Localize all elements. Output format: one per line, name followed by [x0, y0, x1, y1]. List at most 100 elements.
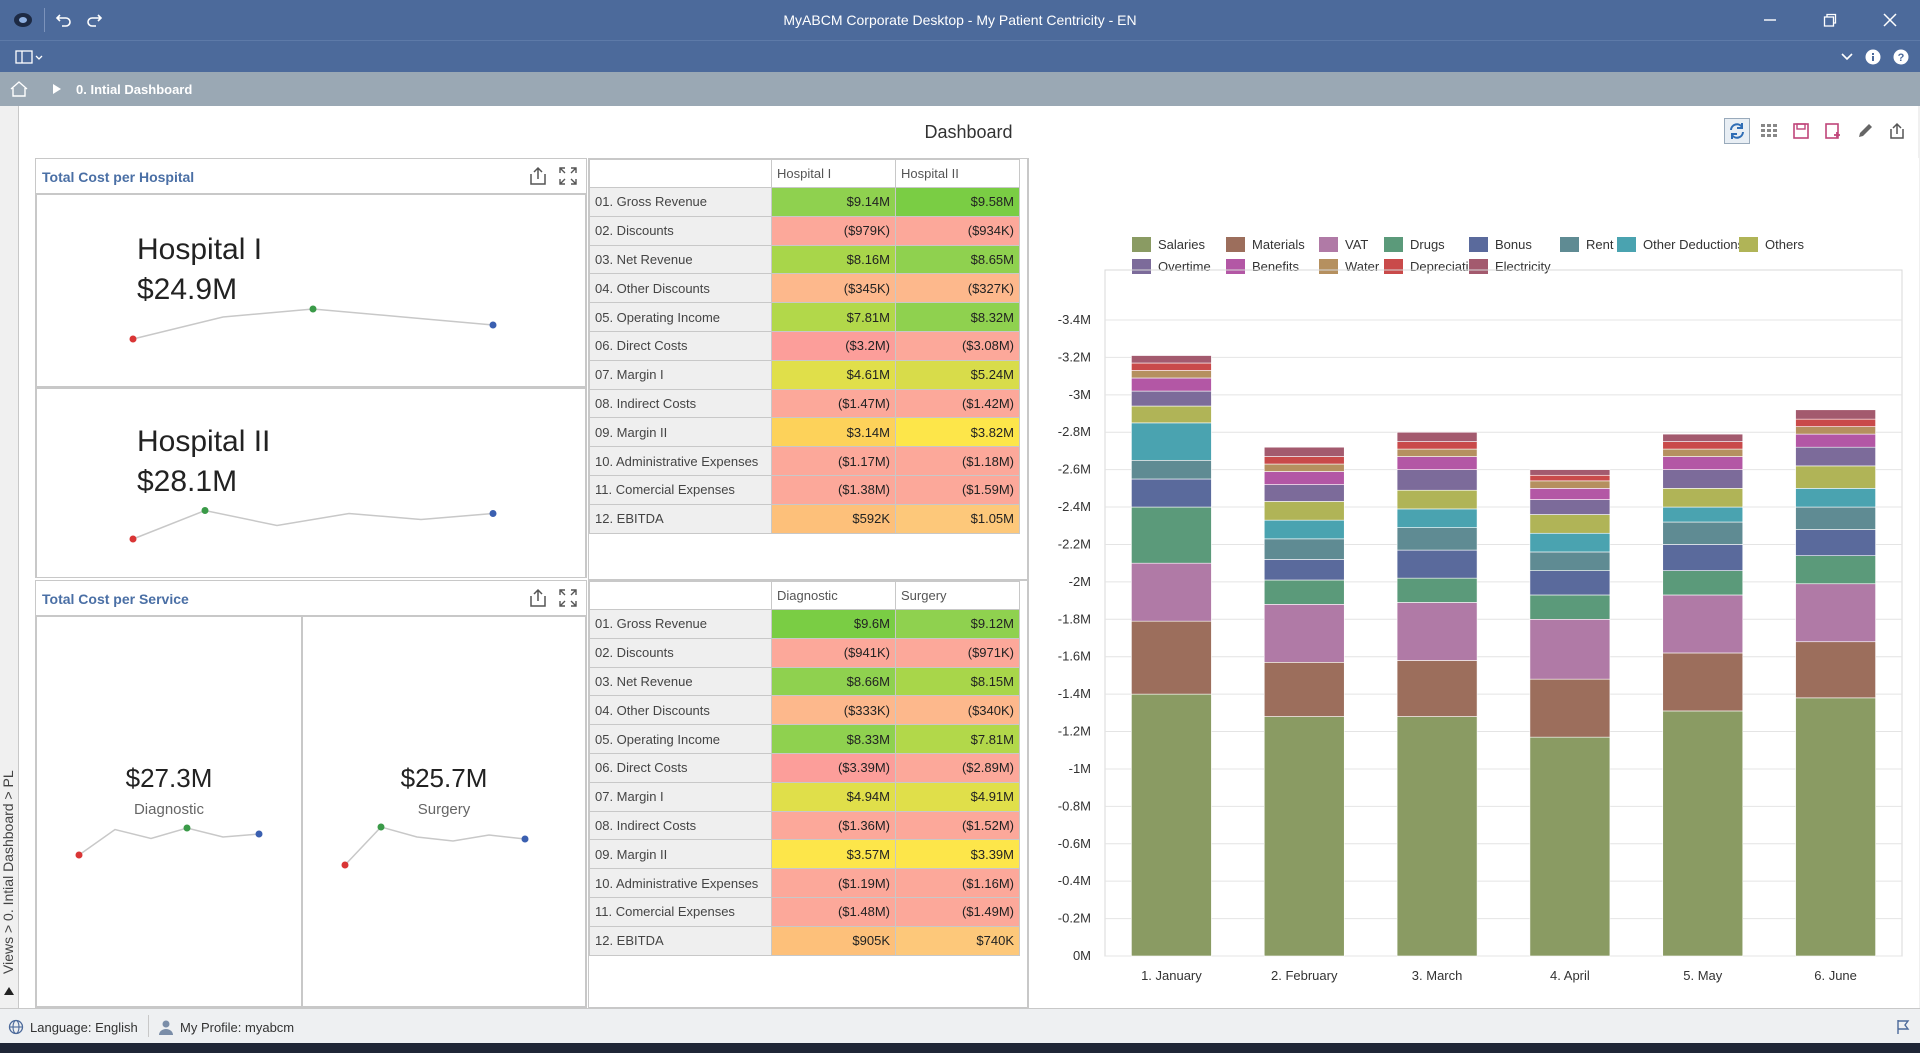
views-side-rail[interactable]: Views > 0. Intial Dashboard > PL	[0, 106, 18, 1008]
value-cell[interactable]: ($327K)	[895, 273, 1020, 304]
column-header[interactable]: Surgery	[895, 581, 1020, 610]
value-cell[interactable]: ($345K)	[771, 273, 896, 304]
info-button[interactable]	[1862, 46, 1884, 68]
collapse-up-icon[interactable]	[4, 986, 14, 996]
table-row[interactable]: 12. EBITDA $905K $740K	[589, 925, 1020, 956]
value-cell[interactable]: $9.12M	[895, 609, 1020, 639]
value-cell[interactable]: $7.81M	[771, 302, 896, 332]
undo-button[interactable]	[50, 6, 78, 34]
value-cell[interactable]: $9.6M	[771, 609, 896, 639]
grid-view-button[interactable]	[1756, 118, 1782, 144]
service-card[interactable]: $27.3M Diagnostic	[36, 615, 302, 1007]
maximize-icon[interactable]	[558, 588, 578, 608]
save-button[interactable]	[1788, 118, 1814, 144]
value-cell[interactable]: $3.82M	[895, 417, 1020, 448]
value-cell[interactable]: ($340K)	[895, 695, 1020, 726]
value-cell[interactable]: $8.15M	[895, 666, 1020, 697]
value-cell[interactable]: ($1.47M)	[771, 388, 896, 419]
table-row[interactable]: 06. Direct Costs ($3.39M) ($2.89M)	[589, 752, 1020, 783]
value-cell[interactable]: ($979K)	[771, 215, 896, 246]
table-row[interactable]: 12. EBITDA $592K $1.05M	[589, 503, 1020, 534]
table-row[interactable]: 10. Administrative Expenses ($1.19M) ($1.1…	[589, 868, 1020, 898]
value-cell[interactable]: ($971K)	[895, 637, 1020, 668]
breadcrumb-current[interactable]: 0. Intial Dashboard	[76, 82, 193, 97]
value-cell[interactable]: $4.61M	[771, 359, 896, 390]
value-cell[interactable]: $9.14M	[771, 187, 896, 217]
value-cell[interactable]: ($1.59M)	[895, 474, 1020, 505]
value-cell[interactable]: ($1.17M)	[771, 446, 896, 476]
table-row[interactable]: 02. Discounts ($941K) ($971K)	[589, 637, 1020, 668]
layout-menu-button[interactable]	[12, 46, 48, 68]
save-as-button[interactable]	[1820, 118, 1846, 144]
value-cell[interactable]: $3.57M	[771, 839, 896, 870]
profile-status[interactable]: My Profile: myabcm	[158, 1019, 294, 1035]
table-row[interactable]: 09. Margin II $3.14M $3.82M	[589, 417, 1020, 448]
edit-button[interactable]	[1852, 118, 1878, 144]
value-cell[interactable]: ($1.36M)	[771, 810, 896, 841]
export-icon[interactable]	[528, 588, 548, 608]
value-cell[interactable]: $8.32M	[895, 302, 1020, 332]
table-row[interactable]: 02. Discounts ($979K) ($934K)	[589, 215, 1020, 246]
collapse-ribbon-button[interactable]	[1836, 46, 1858, 68]
table-row[interactable]: 01. Gross Revenue $9.6M $9.12M	[589, 609, 1020, 639]
table-row[interactable]: 07. Margin I $4.61M $5.24M	[589, 359, 1020, 390]
table-row[interactable]: 03. Net Revenue $8.66M $8.15M	[589, 666, 1020, 697]
table-row[interactable]: 08. Indirect Costs ($1.47M) ($1.42M)	[589, 388, 1020, 419]
help-button[interactable]: ?	[1890, 46, 1912, 68]
value-cell[interactable]: ($1.52M)	[895, 810, 1020, 841]
value-cell[interactable]: ($3.2M)	[771, 330, 896, 361]
refresh-button[interactable]	[1724, 118, 1750, 144]
value-cell[interactable]: ($1.48M)	[771, 896, 896, 927]
value-cell[interactable]: $4.94M	[771, 781, 896, 812]
value-cell[interactable]: ($3.39M)	[771, 752, 896, 783]
value-cell[interactable]: ($941K)	[771, 637, 896, 668]
close-button[interactable]	[1872, 4, 1908, 36]
value-cell[interactable]: ($1.16M)	[895, 868, 1020, 898]
expand-arrow-icon[interactable]	[52, 83, 62, 95]
minimize-button[interactable]	[1752, 4, 1788, 36]
column-header[interactable]: Hospital I	[771, 159, 896, 188]
export-button[interactable]	[1884, 118, 1910, 144]
value-cell[interactable]: $3.14M	[771, 417, 896, 448]
hospital-card[interactable]: Hospital I $24.9M	[36, 193, 586, 387]
maximize-icon[interactable]	[558, 166, 578, 186]
table-row[interactable]: 11. Comercial Expenses ($1.38M) ($1.59M)	[589, 474, 1020, 505]
value-cell[interactable]: $8.65M	[895, 244, 1020, 275]
table-row[interactable]: 06. Direct Costs ($3.2M) ($3.08M)	[589, 330, 1020, 361]
value-cell[interactable]: $4.91M	[895, 781, 1020, 812]
value-cell[interactable]: $5.24M	[895, 359, 1020, 390]
value-cell[interactable]: $9.58M	[895, 187, 1020, 217]
value-cell[interactable]: $8.33M	[771, 724, 896, 754]
language-status[interactable]: Language: English	[8, 1019, 138, 1035]
service-card[interactable]: $25.7M Surgery	[302, 615, 586, 1007]
restore-button[interactable]	[1812, 4, 1848, 36]
value-cell[interactable]: $592K	[771, 503, 896, 534]
column-header[interactable]: Diagnostic	[771, 581, 896, 610]
value-cell[interactable]: ($2.89M)	[895, 752, 1020, 783]
flag-icon[interactable]	[1896, 1019, 1910, 1035]
home-icon[interactable]	[9, 80, 29, 98]
value-cell[interactable]: ($3.08M)	[895, 330, 1020, 361]
value-cell[interactable]: ($333K)	[771, 695, 896, 726]
redo-button[interactable]	[80, 6, 108, 34]
table-row[interactable]: 10. Administrative Expenses ($1.17M) ($1.1…	[589, 446, 1020, 476]
value-cell[interactable]: ($1.19M)	[771, 868, 896, 898]
value-cell[interactable]: $7.81M	[895, 724, 1020, 754]
hospital-card[interactable]: Hospital II $28.1M	[36, 387, 586, 578]
value-cell[interactable]: $905K	[771, 925, 896, 956]
table-row[interactable]: 05. Operating Income $8.33M $7.81M	[589, 724, 1020, 754]
value-cell[interactable]: ($1.38M)	[771, 474, 896, 505]
value-cell[interactable]: $8.66M	[771, 666, 896, 697]
value-cell[interactable]: ($1.18M)	[895, 446, 1020, 476]
export-icon[interactable]	[528, 166, 548, 186]
table-row[interactable]: 09. Margin II $3.57M $3.39M	[589, 839, 1020, 870]
value-cell[interactable]: $3.39M	[895, 839, 1020, 870]
table-row[interactable]: 08. Indirect Costs ($1.36M) ($1.52M)	[589, 810, 1020, 841]
table-row[interactable]: 11. Comercial Expenses ($1.48M) ($1.49M)	[589, 896, 1020, 927]
table-row[interactable]: 01. Gross Revenue $9.14M $9.58M	[589, 187, 1020, 217]
table-row[interactable]: 05. Operating Income $7.81M $8.32M	[589, 302, 1020, 332]
value-cell[interactable]: $740K	[895, 925, 1020, 956]
table-row[interactable]: 04. Other Discounts ($345K) ($327K)	[589, 273, 1020, 304]
table-row[interactable]: 03. Net Revenue $8.16M $8.65M	[589, 244, 1020, 275]
table-row[interactable]: 07. Margin I $4.94M $4.91M	[589, 781, 1020, 812]
